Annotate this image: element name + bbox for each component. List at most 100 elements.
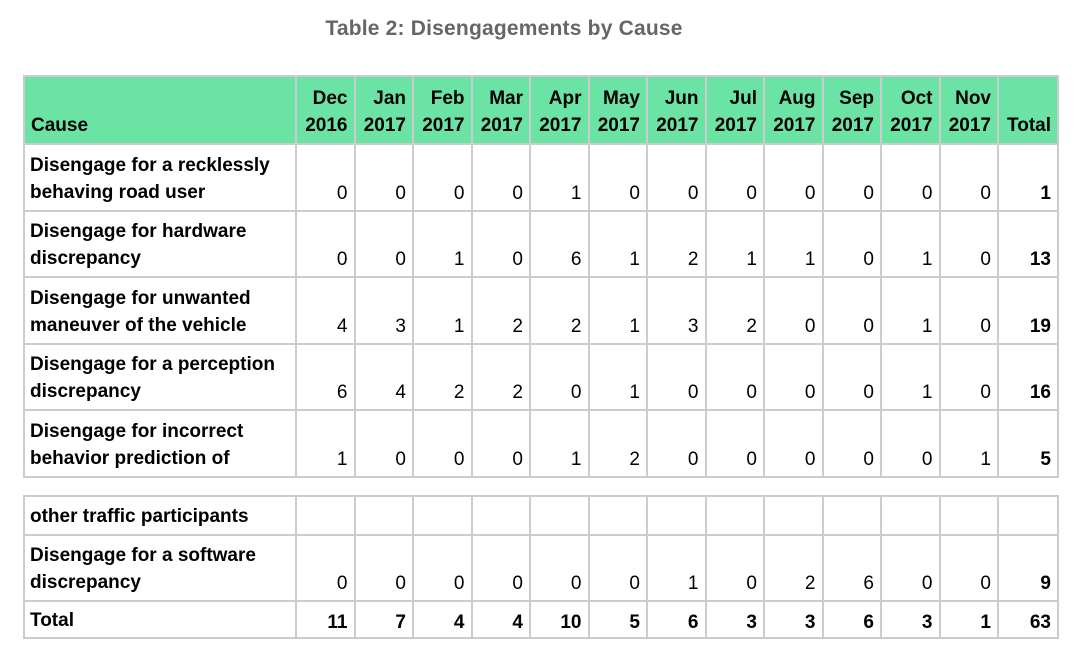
value-cell: 0: [821, 276, 882, 345]
month-column-header: Aug 2017: [763, 75, 824, 145]
value-cell: [646, 495, 707, 536]
column-total-cell: 5: [587, 600, 648, 639]
row-total-cell: 1: [997, 143, 1059, 212]
value-cell: [353, 495, 414, 536]
value-cell: 1: [529, 143, 590, 212]
cause-cell: Disengage for hardware discrepancy: [23, 209, 297, 278]
table-title: Table 2: Disengagements by Cause: [325, 17, 683, 40]
table-row: Disengage for a perception discrepancy 6…: [23, 342, 1059, 411]
value-cell: 0: [880, 409, 941, 478]
month-column-header: May 2017: [587, 75, 648, 145]
column-total-cell: 10: [529, 600, 590, 639]
value-cell: 2: [412, 342, 473, 411]
value-cell: 3: [353, 276, 414, 345]
value-cell: 2: [470, 342, 531, 411]
value-cell: [763, 495, 824, 536]
value-cell: 2: [704, 276, 765, 345]
disengagements-table-continued: other traffic participants Disengage for…: [23, 495, 1059, 639]
total-row: Total 11 7 4 4 10 5 6 3 3 6 3 1 63: [23, 600, 1059, 639]
value-cell: 2: [529, 276, 590, 345]
value-cell: 4: [295, 276, 356, 345]
value-cell: 0: [587, 534, 648, 602]
value-cell: 2: [646, 209, 707, 278]
month-column-header: Mar 2017: [470, 75, 531, 145]
value-cell: 2: [470, 276, 531, 345]
value-cell: 0: [470, 209, 531, 278]
table-row: Disengage for hardware discrepancy 0 0 1…: [23, 209, 1059, 278]
value-cell: 1: [880, 209, 941, 278]
column-total-cell: 4: [412, 600, 473, 639]
cause-cell: Disengage for a software discrepancy: [23, 534, 297, 602]
value-cell: 0: [646, 409, 707, 478]
cause-cell: other traffic participants: [23, 495, 297, 536]
value-cell: [704, 495, 765, 536]
value-cell: 1: [938, 409, 999, 478]
value-cell: 0: [763, 276, 824, 345]
value-cell: 1: [880, 342, 941, 411]
column-total-cell: 4: [470, 600, 531, 639]
month-column-header: Feb 2017: [412, 75, 473, 145]
value-cell: 0: [353, 209, 414, 278]
value-cell: [295, 495, 356, 536]
total-column-header: Total: [997, 75, 1059, 145]
value-cell: 0: [938, 276, 999, 345]
row-total-cell: [997, 495, 1059, 536]
cause-cell: Disengage for a recklessly behaving road…: [23, 143, 297, 212]
column-total-cell: 6: [646, 600, 707, 639]
value-cell: 0: [295, 534, 356, 602]
value-cell: 0: [763, 342, 824, 411]
value-cell: 0: [704, 534, 765, 602]
value-cell: 1: [412, 276, 473, 345]
value-cell: 1: [704, 209, 765, 278]
value-cell: 0: [412, 143, 473, 212]
value-cell: 4: [353, 342, 414, 411]
value-cell: 0: [938, 209, 999, 278]
value-cell: 0: [763, 409, 824, 478]
value-cell: 0: [646, 143, 707, 212]
value-cell: 1: [295, 409, 356, 478]
month-column-header: Sep 2017: [821, 75, 882, 145]
table-row: Disengage for a software discrepancy 0 0…: [23, 534, 1059, 602]
value-cell: 1: [646, 534, 707, 602]
value-cell: 0: [529, 342, 590, 411]
value-cell: 1: [587, 209, 648, 278]
value-cell: 0: [821, 409, 882, 478]
value-cell: [880, 495, 941, 536]
row-total-cell: 5: [997, 409, 1059, 478]
value-cell: 2: [763, 534, 824, 602]
value-cell: [412, 495, 473, 536]
value-cell: 0: [587, 143, 648, 212]
value-cell: 0: [938, 534, 999, 602]
cause-column-header: Cause: [23, 75, 297, 145]
value-cell: 0: [704, 342, 765, 411]
value-cell: 0: [821, 209, 882, 278]
table-row: Disengage for a recklessly behaving road…: [23, 143, 1059, 212]
value-cell: 0: [938, 342, 999, 411]
cause-cell: Disengage for incorrect behavior predict…: [23, 409, 297, 478]
value-cell: 0: [704, 409, 765, 478]
value-cell: 1: [412, 209, 473, 278]
value-cell: 6: [295, 342, 356, 411]
total-row-label: Total: [23, 600, 297, 639]
value-cell: 0: [821, 342, 882, 411]
value-cell: 0: [470, 143, 531, 212]
value-cell: 0: [353, 409, 414, 478]
column-total-cell: 6: [821, 600, 882, 639]
value-cell: 0: [412, 534, 473, 602]
column-total-cell: 3: [763, 600, 824, 639]
value-cell: 2: [587, 409, 648, 478]
column-total-cell: 1: [938, 600, 999, 639]
column-total-cell: 11: [295, 600, 356, 639]
value-cell: 1: [587, 342, 648, 411]
value-cell: 0: [470, 409, 531, 478]
value-cell: 6: [821, 534, 882, 602]
month-column-header: Nov 2017: [938, 75, 999, 145]
table-row: Disengage for unwanted maneuver of the v…: [23, 276, 1059, 345]
disengagements-table: Cause Dec 2016 Jan 2017 Feb 2017 Mar 2017 Ap…: [23, 75, 1059, 478]
value-cell: 0: [880, 534, 941, 602]
month-column-header: Jul 2017: [704, 75, 765, 145]
cause-cell: Disengage for a perception discrepancy: [23, 342, 297, 411]
grand-total-cell: 63: [997, 600, 1059, 639]
value-cell: 0: [880, 143, 941, 212]
value-cell: 0: [353, 534, 414, 602]
